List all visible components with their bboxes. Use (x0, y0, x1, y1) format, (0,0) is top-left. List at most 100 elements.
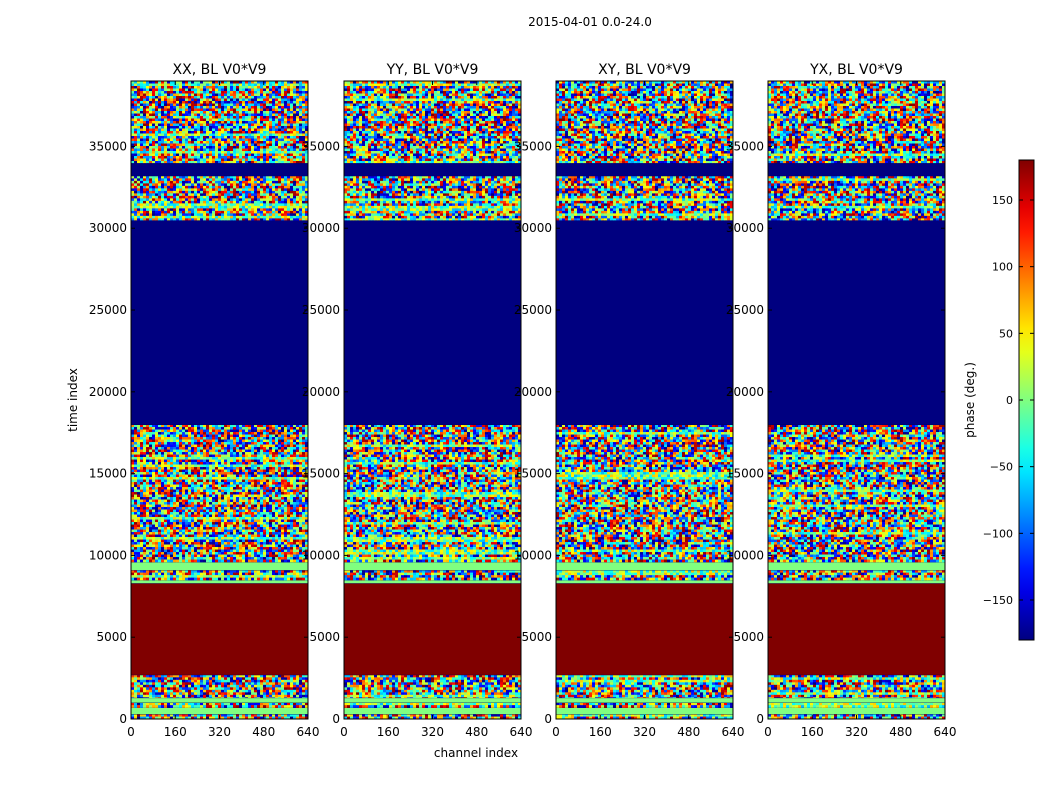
heatmap-cell (164, 484, 168, 488)
heatmap-cell (287, 477, 291, 480)
heatmap-cell (176, 180, 180, 184)
heatmap-cell (221, 714, 225, 717)
heatmap-cell (287, 178, 291, 182)
heatmap-cell (194, 434, 198, 438)
heatmap-cell (137, 539, 141, 543)
heatmap-cell (149, 504, 153, 508)
heatmap-cell (134, 178, 138, 182)
heatmap-cell (254, 180, 258, 184)
heatmap-cell (218, 469, 222, 473)
heatmap-cell (170, 178, 174, 182)
heatmap-cell (227, 577, 231, 581)
heatmap-cell (224, 694, 228, 698)
heatmap-cell (281, 494, 285, 498)
heatmap-cell (197, 529, 201, 533)
heatmap-cell (272, 559, 276, 563)
heatmap-cell (239, 469, 243, 473)
heatmap-cell (230, 190, 234, 194)
heatmap-cell (260, 512, 264, 515)
heatmap-cell (275, 687, 279, 691)
heatmap-cell (158, 534, 162, 538)
heatmap-cell (137, 524, 141, 528)
heatmap-cell (167, 487, 171, 490)
heatmap-cell (230, 539, 234, 543)
heatmap-cell (236, 200, 240, 204)
heatmap-cell (281, 439, 285, 443)
heatmap-cell (251, 447, 255, 450)
heatmap-cell (263, 544, 267, 548)
heatmap-cell (218, 702, 222, 706)
heatmap-cell (188, 679, 192, 683)
heatmap-cell (185, 705, 189, 708)
heatmap-cell (299, 195, 303, 199)
heatmap-cell (224, 494, 228, 498)
heatmap-cell (215, 444, 219, 448)
heatmap-cell (209, 452, 213, 455)
heatmap-cell (188, 452, 192, 455)
heatmap-cell (224, 504, 228, 508)
heatmap-cell (182, 457, 186, 460)
heatmap-cell (275, 198, 279, 202)
heatmap-cell (212, 705, 216, 708)
heatmap-cell (296, 529, 300, 533)
heatmap-cell (293, 185, 297, 189)
heatmap-cell (236, 682, 240, 686)
heatmap-cell (194, 429, 198, 433)
heatmap-cell (287, 509, 291, 513)
heatmap-cell (266, 552, 270, 555)
heatmap-cell (260, 193, 264, 197)
heatmap-cell (158, 489, 162, 493)
heatmap-cell (161, 175, 165, 179)
heatmap-cell (194, 529, 198, 533)
heatmap-cell (257, 459, 261, 463)
heatmap-cell (152, 694, 156, 698)
heatmap-cell (206, 449, 210, 453)
heatmap-cell (155, 682, 159, 686)
heatmap-cell (149, 175, 153, 179)
heatmap-cell (215, 442, 219, 445)
heatmap-cell (179, 702, 183, 706)
heatmap-cell (245, 469, 249, 473)
heatmap-cell (218, 504, 222, 508)
heatmap-cell (242, 472, 246, 475)
heatmap-cell (263, 557, 267, 560)
heatmap-cell (158, 437, 162, 440)
heatmap-cell (257, 432, 261, 435)
heatmap-cell (197, 512, 201, 515)
heatmap-cell (275, 452, 279, 455)
heatmap-cell (278, 479, 282, 483)
heatmap-cell (275, 462, 279, 465)
heatmap-cell (269, 449, 273, 453)
heatmap-cell (287, 444, 291, 448)
heatmap-cell (194, 492, 198, 495)
heatmap-cell (206, 188, 210, 192)
heatmap-cell (194, 457, 198, 460)
heatmap-cell (206, 559, 210, 563)
heatmap-cell (137, 492, 141, 495)
heatmap-cell (200, 554, 204, 558)
heatmap-cell (284, 559, 288, 563)
heatmap-cell (137, 542, 141, 545)
heatmap-cell (239, 454, 243, 458)
heatmap-cell (278, 575, 282, 578)
heatmap-cell (149, 190, 153, 194)
heatmap-cell (200, 467, 204, 470)
heatmap-cell (254, 442, 258, 445)
heatmap-cell (269, 542, 273, 545)
heatmap-cell (188, 559, 192, 563)
heatmap-cell (164, 549, 168, 553)
heatmap-cell (179, 682, 183, 686)
heatmap-cell (188, 504, 192, 508)
heatmap-cell (203, 549, 207, 553)
heatmap-cell (158, 459, 162, 463)
heatmap-cell (305, 697, 308, 699)
heatmap-cell (242, 679, 246, 683)
heatmap-cell (212, 684, 216, 688)
heatmap-cell (284, 544, 288, 548)
heatmap-cell (218, 547, 222, 550)
heatmap-cell (146, 554, 150, 558)
heatmap-cell (173, 175, 177, 179)
heatmap-cell (302, 697, 306, 699)
heatmap-cell (197, 190, 201, 194)
heatmap-cell (206, 434, 210, 438)
